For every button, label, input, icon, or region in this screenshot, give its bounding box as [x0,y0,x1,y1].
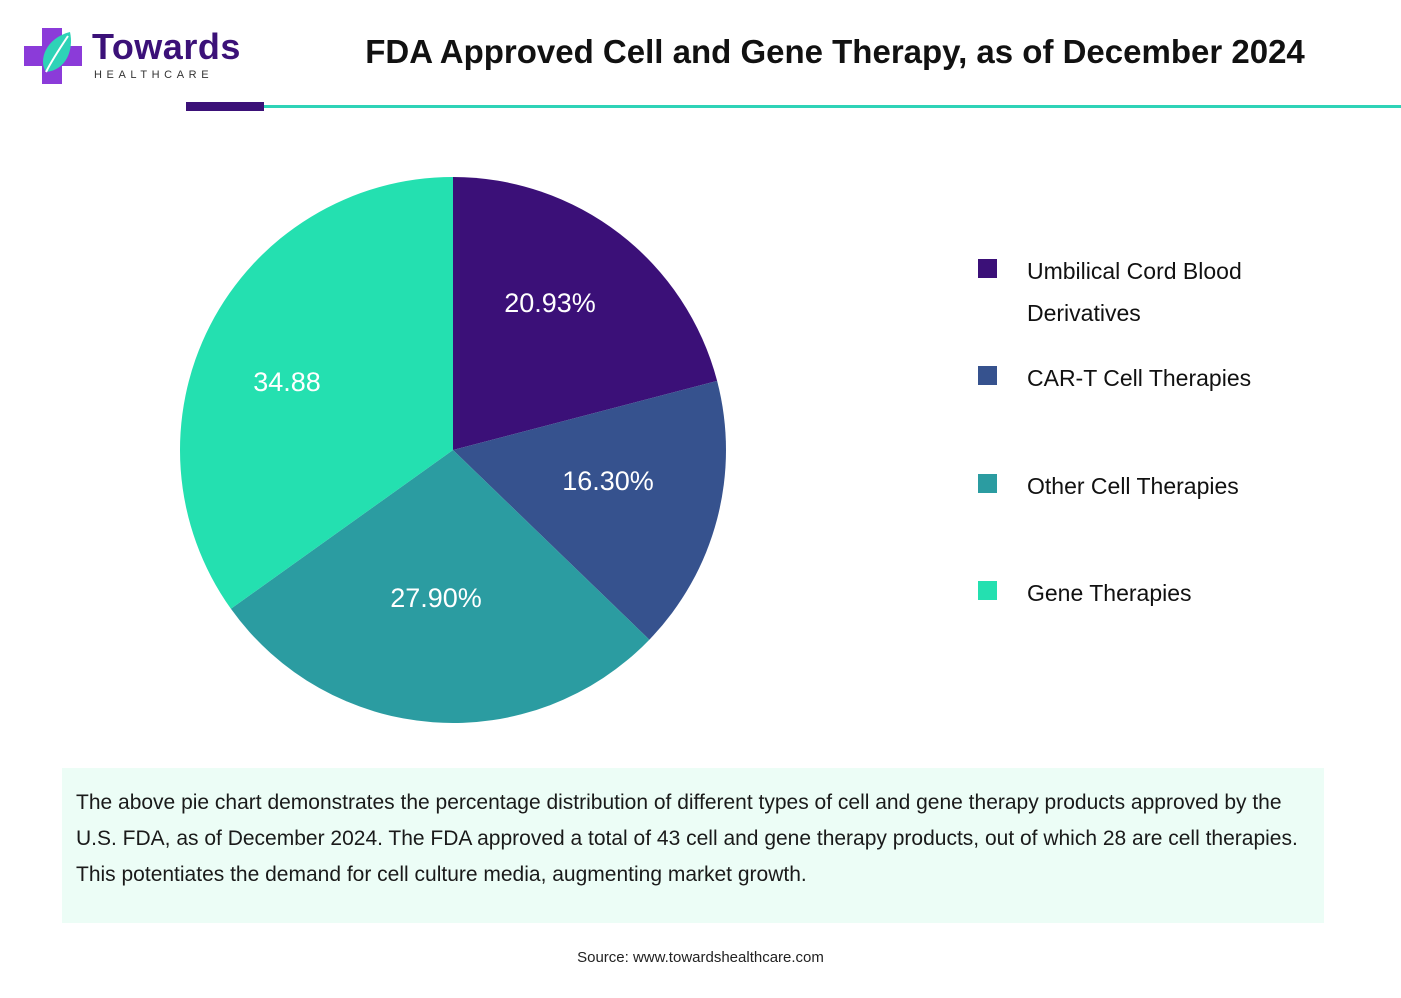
description-box: The above pie chart demonstrates the per… [62,768,1324,923]
legend-label-line: Gene Therapies [1027,580,1192,606]
chart-legend: Umbilical Cord Blood Derivatives CAR-T Cel… [976,250,1376,630]
legend-swatch [978,259,997,278]
legend-label-line: CAR-T Cell Therapies [1027,365,1252,391]
source-text[interactable]: Source: www.towardshealthcare.com [577,949,824,966]
pie-slice-1[interactable] [453,177,718,450]
pie-chart: 20.93% 16.30% 27.90% 34.88 [179,177,726,723]
pie-slice-4[interactable] [179,177,454,609]
slice-data-label-2: 16.30% [562,466,654,496]
legend-swatch [978,581,997,600]
legend-label: Gene Therapies [1027,572,1357,614]
brand-name: Towards [92,26,241,67]
pie-chart-container: 20.93% 16.30% 27.90% 34.88 [150,150,756,756]
header: Towards HEALTHCARE FDA Approved Cell and… [0,0,1401,112]
pie-slice-3[interactable] [230,450,650,723]
legend-swatch [978,366,997,385]
slice-data-label-3: 27.90% [390,583,482,613]
brand-logo[interactable]: Towards HEALTHCARE [22,24,252,88]
description-text: The above pie chart demonstrates the per… [76,791,1298,886]
page-title: FDA Approved Cell and Gene Therapy, as o… [365,33,1305,70]
slice-data-label-1: 20.93% [504,288,596,318]
header-accent-bar [186,102,264,111]
legend-label: Other Cell Therapies [1027,465,1357,507]
pie-slice-2[interactable] [453,380,726,640]
legend-label: CAR-T Cell Therapies [1027,357,1357,399]
medical-cross-leaf-icon [24,28,82,84]
legend-swatch [978,474,997,493]
legend-label: Umbilical Cord Blood Derivatives [1027,250,1357,334]
slice-data-label-4: 34.88 [253,367,321,397]
brand-tagline: HEALTHCARE [94,69,214,81]
legend-label-line: Umbilical Cord Blood [1027,258,1242,284]
legend-label-line: Derivatives [1027,300,1141,326]
header-divider [264,105,1401,108]
legend-label-line: Other Cell Therapies [1027,473,1239,499]
